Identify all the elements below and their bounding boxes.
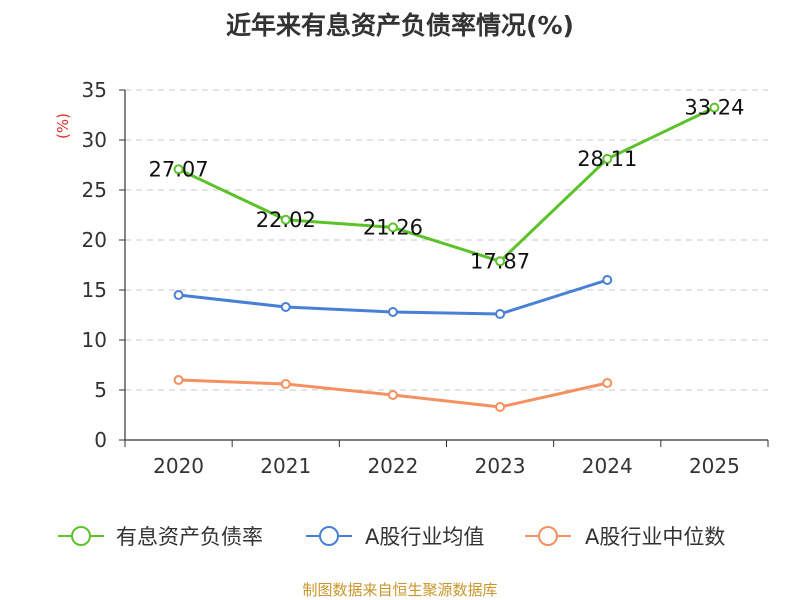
data-label-2024: 28.11 [577,147,637,171]
y-tick-label-35: 35 [82,78,107,102]
data-point-s2-2022 [387,390,398,400]
data-label-2021: 22.02 [256,208,316,232]
data-point-s1-2023 [495,309,506,319]
y-tick-label-30: 30 [82,128,107,152]
data-label-2025: 33.24 [684,96,744,120]
data-point-s0-2023 [495,256,506,267]
legend-marker-0 [71,526,91,546]
data-point-s2-2021 [280,379,291,389]
data-point-s2-2023 [495,402,506,412]
data-label-2023: 17.87 [470,249,530,273]
y-tick-label-15: 15 [82,278,107,302]
series-layer [173,102,720,412]
y-axis-unit: (%) [54,113,72,139]
data-point-s0-2022 [387,222,398,233]
data-labels: 27.07 22.02 21.26 17.87 28.11 33.24 [149,96,745,274]
legend-label-1: A股行业均值 [365,525,484,549]
x-tick-label-2021: 2021 [260,454,311,478]
data-point-s1-2024 [602,275,613,285]
y-tick-label-20: 20 [82,228,107,252]
source-note: 制图数据来自恒生聚源数据库 [302,581,497,599]
data-point-s2-2024 [602,378,613,388]
y-tick-label-0: 0 [94,428,107,452]
x-tick-label-2022: 2022 [367,454,418,478]
legend: 有息资产负债率 A股行业均值 A股行业中位数 [58,525,725,549]
data-point-s2-2020 [173,375,184,385]
data-point-s0-2024 [602,153,613,164]
series-line-0 [177,106,716,263]
legend-label-0: 有息资产负债率 [116,525,263,549]
data-point-s0-2021 [280,214,291,225]
data-point-s0-2020 [173,164,184,175]
data-label-2020: 27.07 [149,157,209,181]
y-tick-label-25: 25 [82,178,107,202]
gridlines [125,89,768,391]
y-tick-label-10: 10 [82,328,107,352]
data-point-s0-2025 [709,102,720,113]
x-tick-label-2020: 2020 [153,454,204,478]
legend-label-2: A股行业中位数 [585,525,725,549]
data-point-s1-2020 [173,290,184,300]
chart-title: 近年来有息资产负债率情况(%) [226,11,574,40]
data-point-s1-2021 [280,302,291,312]
data-label-2022: 21.26 [363,215,423,239]
y-tick-label-5: 5 [94,378,107,402]
data-point-s1-2022 [387,307,398,317]
x-tick-label-2025: 2025 [689,454,740,478]
x-tick-label-2024: 2024 [582,454,633,478]
legend-marker-2 [538,526,558,546]
legend-marker-1 [319,526,339,546]
x-tick-label-2023: 2023 [475,454,526,478]
